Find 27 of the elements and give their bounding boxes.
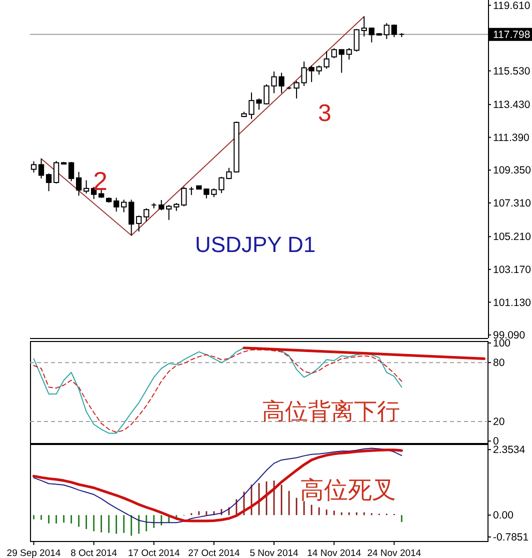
y-tick-label: -0.7851 xyxy=(493,532,529,544)
y-tick-label: 20 xyxy=(493,416,505,428)
x-tick-label: 8 Oct 2014 xyxy=(70,548,118,558)
ref-line-label: 117.798 xyxy=(493,29,530,42)
y-tick-label: 0.00 xyxy=(493,510,514,522)
annotation: 2 xyxy=(93,166,108,196)
y-tick-label: 2.3534 xyxy=(493,444,526,456)
x-tick-label: 24 Nov 2014 xyxy=(367,548,422,558)
annotation: 高位死叉 xyxy=(300,476,396,504)
y-tick-label: 107.310 xyxy=(493,197,532,210)
y-tick-label: 101.130 xyxy=(493,296,532,309)
annotation: 高位背离下行 xyxy=(262,399,400,425)
y-tick-label: 80 xyxy=(493,357,505,370)
y-tick-label: 105.210 xyxy=(493,231,532,244)
y-tick-label: 109.350 xyxy=(493,164,532,177)
x-tick-label: 5 Nov 2014 xyxy=(250,548,298,558)
annotation: USDJPY D1 xyxy=(195,232,316,257)
y-tick-label: 103.170 xyxy=(493,264,532,276)
annotation: 3 xyxy=(318,100,332,127)
x-tick-label: 29 Sep 2014 xyxy=(6,548,61,558)
y-tick-label: 115.530 xyxy=(493,65,530,78)
y-tick-label: 111.390 xyxy=(493,132,530,144)
x-tick-label: 17 Oct 2014 xyxy=(128,548,180,558)
y-tick-label: 119.610 xyxy=(493,0,530,12)
x-tick-label: 27 Oct 2014 xyxy=(188,548,240,558)
x-tick-label: 14 Nov 2014 xyxy=(307,548,362,558)
y-tick-label: 113.430 xyxy=(493,99,530,112)
